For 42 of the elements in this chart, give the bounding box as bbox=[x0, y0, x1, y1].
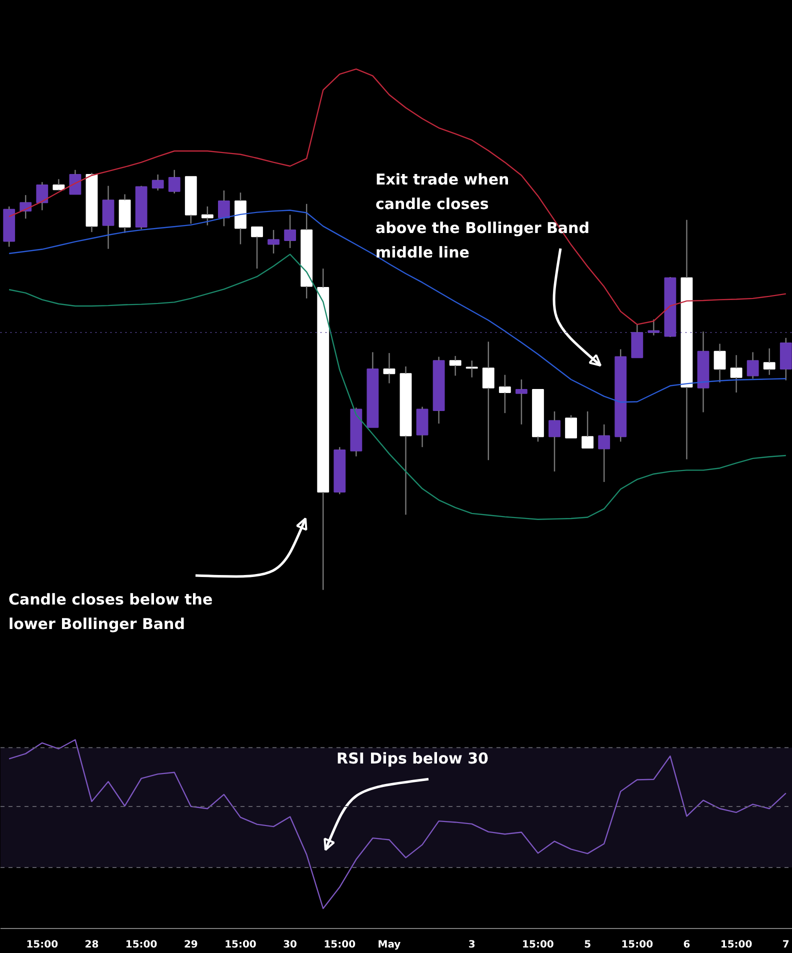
candlestick bbox=[680, 219, 693, 460]
candlestick bbox=[152, 174, 164, 192]
annotation: RSI Dips below 30 bbox=[336, 750, 488, 768]
candlestick bbox=[664, 276, 676, 338]
x-tick-label: 15:00 bbox=[522, 940, 554, 950]
x-tick-label: 28 bbox=[84, 940, 99, 950]
candlestick bbox=[268, 229, 280, 254]
candlestick bbox=[697, 331, 710, 413]
x-tick-label: 15:00 bbox=[720, 940, 752, 950]
x-tick-label: 30 bbox=[283, 940, 298, 950]
candlestick bbox=[482, 341, 494, 461]
candlestick bbox=[746, 352, 759, 380]
x-tick-label: 15:00 bbox=[26, 940, 58, 950]
text: Candle closes below the lower Bollinger Band bbox=[8, 590, 213, 633]
candlestick bbox=[86, 172, 98, 233]
candlestick bbox=[598, 424, 610, 483]
candlestick bbox=[383, 352, 396, 384]
x-tick-label: 5 bbox=[584, 940, 592, 950]
candlestick bbox=[300, 203, 313, 300]
candlestick bbox=[498, 374, 511, 414]
x-tick-label: 3 bbox=[468, 940, 476, 950]
x-tick-label: 6 bbox=[683, 940, 690, 950]
x-tick-label: 15:00 bbox=[125, 940, 158, 950]
candlestick bbox=[350, 407, 362, 457]
candlestick bbox=[400, 366, 412, 516]
candlestick bbox=[432, 356, 445, 424]
candlestick bbox=[515, 378, 528, 426]
candlestick bbox=[118, 194, 131, 234]
candlestick bbox=[714, 343, 726, 384]
candlestick bbox=[416, 406, 428, 448]
x-tick-label: May bbox=[378, 940, 402, 950]
x-tick-label: 15:00 bbox=[621, 940, 654, 950]
candlestick bbox=[52, 178, 65, 192]
x-tick-label: 15:00 bbox=[324, 940, 356, 950]
candlestick bbox=[449, 355, 462, 376]
candlestick bbox=[730, 354, 742, 394]
x-tick-label: 15:00 bbox=[224, 940, 256, 950]
x-tick-label: 29 bbox=[184, 940, 198, 950]
candlestick bbox=[317, 268, 330, 590]
x-tick-label: 7 bbox=[782, 940, 790, 950]
candlestick bbox=[548, 410, 560, 472]
candlestick bbox=[102, 185, 114, 250]
